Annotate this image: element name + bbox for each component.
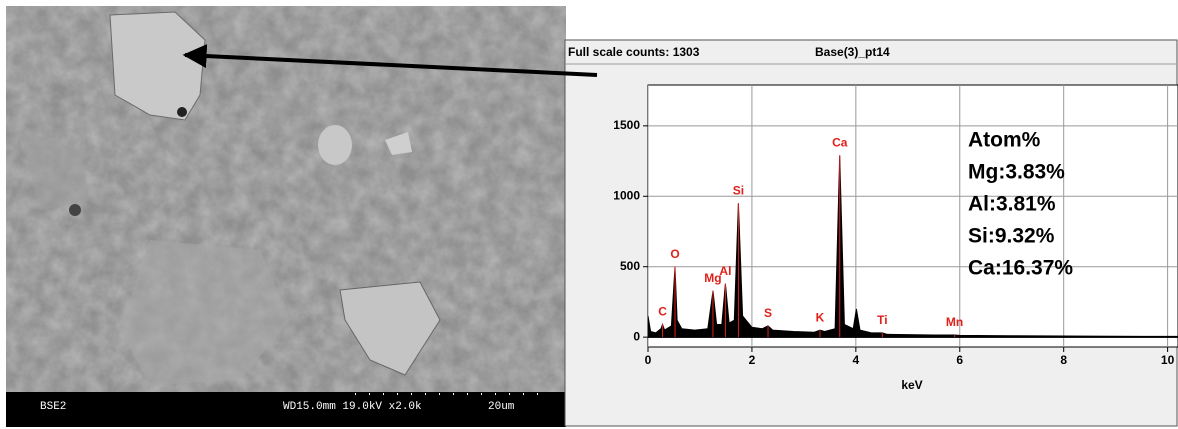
composition-text: Si:9.32%	[968, 225, 1055, 248]
spectrum	[648, 155, 1178, 338]
detector-label: BSE2	[40, 401, 66, 413]
acquisition-info: WD15.0mm 19.0kV x2.0k	[283, 401, 422, 413]
pointer-arrow	[182, 44, 598, 77]
composition-text: Ca:16.37%	[968, 257, 1073, 280]
x-axis-label: keV	[901, 378, 922, 392]
x-tick-label: 0	[645, 353, 652, 367]
x-tick-label: 4	[852, 353, 859, 367]
y-tick-label: 0	[633, 329, 640, 343]
peak-label: K	[816, 310, 825, 324]
y-tick-label: 1500	[613, 118, 640, 132]
y-tick-label: 1000	[613, 188, 640, 202]
peak-label: Ca	[832, 136, 848, 150]
peak-label: S	[764, 306, 772, 320]
peak-label: Ti	[877, 313, 887, 327]
peak-label: Al	[719, 264, 731, 278]
x-tick-label: 6	[956, 353, 963, 367]
peak-label: O	[670, 247, 679, 261]
composition-text: Mg:3.83%	[968, 161, 1065, 184]
peak-label: Si	[733, 183, 744, 197]
x-tick-label: 2	[749, 353, 756, 367]
peak-label: C	[658, 305, 667, 319]
composition-text: Al:3.81%	[968, 193, 1056, 216]
scale-label: 20um	[488, 401, 515, 413]
plot-layer	[648, 85, 1178, 347]
y-tick-label: 500	[620, 259, 640, 273]
peak-label: Mg	[704, 271, 721, 285]
x-tick-label: 8	[1060, 353, 1067, 367]
composition-text: Atom%	[968, 129, 1041, 152]
peak-label: Mn	[946, 315, 963, 329]
header: Full scale counts: 1303	[568, 45, 700, 59]
x-tick-label: 10	[1161, 353, 1175, 367]
sample-name: Base(3)_pt14	[815, 45, 890, 59]
